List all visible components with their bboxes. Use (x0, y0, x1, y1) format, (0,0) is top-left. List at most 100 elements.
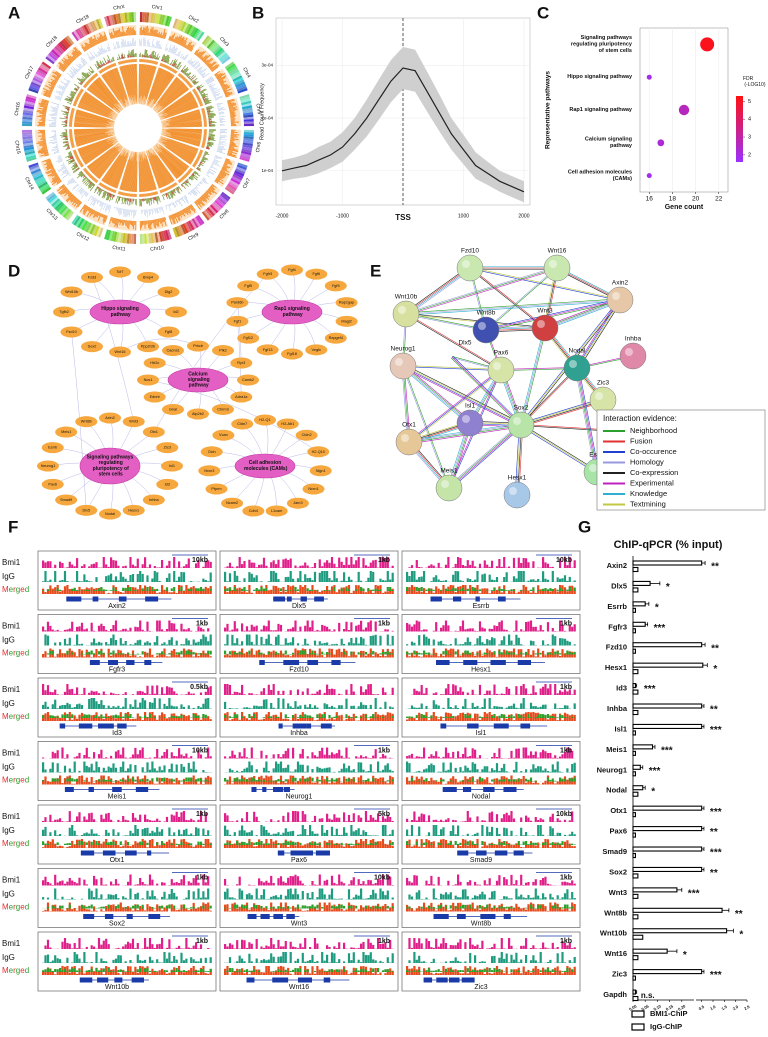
gene-exon (306, 723, 312, 729)
gene-node (157, 286, 180, 298)
x-tick-label: -1000 (336, 213, 349, 219)
chromosome-band (89, 224, 96, 235)
chromosome-band (206, 39, 215, 49)
gene-exon (517, 660, 532, 665)
gene-exon (114, 977, 123, 983)
gene-exon (307, 660, 319, 665)
gene-node (242, 505, 265, 517)
interaction-edge (403, 365, 471, 423)
chromosome-band (46, 54, 56, 63)
chromosome-band (31, 170, 42, 177)
gene-label: Ocln (208, 450, 216, 454)
gene-label: Tgfb2 (59, 310, 69, 314)
chromosome-band (197, 31, 205, 42)
gene-label: Ednrb (150, 395, 160, 399)
gene-node (165, 306, 187, 318)
bar (632, 689, 639, 695)
gene-node (81, 271, 103, 283)
y-tick-label: Calcium signaling pathway (585, 137, 633, 150)
chromosome-band (71, 31, 79, 42)
igg-track (42, 698, 212, 709)
gene-label: Camk2 (242, 378, 254, 382)
gene-exon (493, 723, 509, 729)
chromosome-band (243, 112, 254, 116)
category-label: Otx1 (610, 806, 627, 815)
bar (632, 621, 646, 627)
bmi1-track (406, 557, 576, 568)
track-row-label: Merged (2, 712, 29, 721)
y-tick-label: 1e-04 (261, 168, 273, 173)
interaction-edge (405, 314, 486, 331)
igg-track (42, 888, 212, 900)
chromosome-band (25, 154, 37, 160)
interaction-edge (545, 300, 621, 329)
node-label: Neurog1 (391, 346, 416, 353)
chromosome-band (174, 19, 181, 30)
chromosome-band (93, 19, 100, 31)
bar (632, 580, 651, 586)
node-highlight (462, 260, 470, 268)
chromosome-band (180, 21, 187, 32)
gene-exon (449, 977, 460, 983)
igg-track (406, 698, 576, 709)
chromosome-band (146, 233, 150, 244)
gene-exon (259, 660, 265, 665)
gene-node (99, 508, 121, 520)
y-tick-label: Hippo signaling pathway (567, 75, 633, 81)
merged-track-igg (406, 968, 576, 972)
chromosome-band (203, 36, 212, 46)
gene-name: Fzd10 (289, 666, 309, 673)
chromosome-band (81, 220, 88, 231)
bmi1-track (406, 938, 576, 949)
chromosome-band (228, 67, 239, 75)
chromosome-band (104, 16, 110, 27)
chromosome-band (243, 129, 254, 133)
merged-track (406, 966, 576, 975)
x-tick-label: 22 (715, 196, 723, 203)
gene-exon (442, 787, 457, 792)
gene-label: Cldn2 (302, 433, 312, 437)
gene-exon (83, 914, 95, 919)
chromosome-band (162, 230, 168, 241)
track-row-label: Merged (2, 776, 29, 785)
chromosome-band (122, 233, 126, 244)
chromosome-band (54, 45, 64, 55)
significance: * (655, 603, 659, 614)
interaction-edge (485, 298, 620, 330)
chromosome-band (141, 12, 145, 23)
gene-exon (494, 850, 508, 856)
node-highlight (509, 487, 517, 495)
gene-label: Fzd10 (66, 330, 77, 334)
chromosome-band (203, 210, 212, 220)
gene-label: Gnal (169, 407, 177, 411)
gene-exon (97, 977, 109, 983)
chromosome-band (89, 21, 96, 32)
chromosome-band (241, 150, 252, 156)
colorbar-tick-label: 5 (748, 99, 751, 105)
interaction-edge (406, 300, 621, 316)
bar (632, 628, 636, 634)
hub-node (79, 447, 141, 485)
chromosome-band (117, 13, 122, 24)
track-row-label: Bmi1 (2, 622, 21, 631)
gene-label: Fgf5 (244, 284, 252, 288)
chromosome-band (30, 81, 41, 88)
gene-exon (433, 914, 449, 919)
significance: *** (644, 684, 656, 695)
category-label: Meis1 (606, 745, 627, 754)
chromosome-band (227, 65, 237, 73)
gene-exon (475, 596, 480, 602)
y-axis-label: Read Count Frequency (259, 83, 265, 140)
y-tick-label: 2e-04 (261, 115, 273, 120)
significance: *** (710, 970, 722, 981)
gene-label: Nrxn1 (308, 487, 318, 491)
node-highlight (589, 464, 597, 472)
gene-label: Id2 (173, 310, 178, 314)
x-tick-label: 18 (669, 196, 677, 203)
chromosome-band (154, 13, 159, 24)
chromosome-band (57, 204, 67, 214)
gene-node (256, 344, 279, 356)
interaction-edge (485, 299, 621, 331)
scale-label: 10kb (192, 557, 208, 564)
